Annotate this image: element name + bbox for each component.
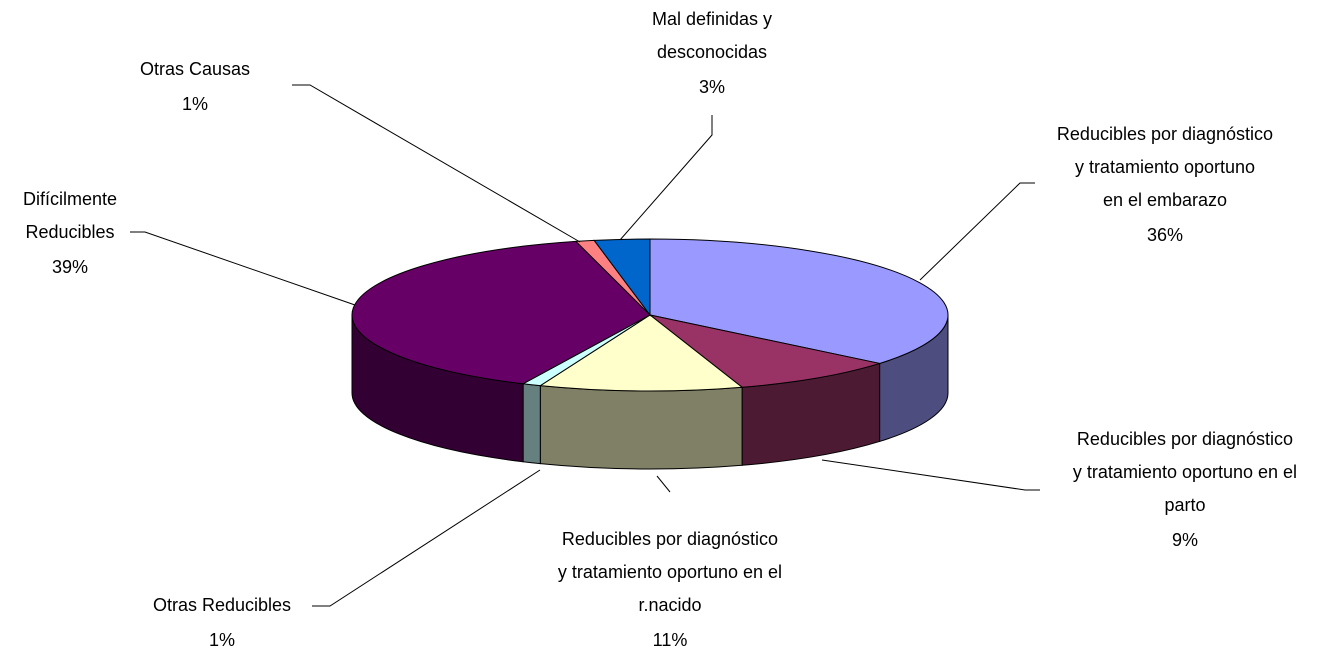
slice-label: y tratamiento oportuno en el (1073, 462, 1297, 482)
leader-line (312, 469, 541, 607)
slice (593, 238, 651, 317)
value-label: 39% (52, 257, 88, 277)
leader-line (919, 182, 1035, 281)
slice-label: Reducibles por diagnóstico (562, 529, 778, 549)
leader-line (656, 475, 671, 493)
slice-label: Reducibles por diagnóstico (1057, 124, 1273, 144)
slice-label: r.nacido (638, 595, 701, 615)
slice-label: y tratamiento oportuno en el (558, 562, 782, 582)
slice-label: desconocidas (657, 42, 767, 62)
leader-line (130, 231, 356, 306)
value-label: 3% (699, 77, 725, 97)
leader-line (292, 84, 581, 243)
slice-label: parto (1164, 495, 1205, 515)
slice (649, 238, 949, 364)
slice-label: y tratamiento oportuno (1075, 157, 1255, 177)
slice-side (522, 383, 541, 465)
leader-line (619, 115, 713, 241)
slice-label: Reducibles por diagnóstico (1077, 429, 1293, 449)
value-label: 1% (182, 94, 208, 114)
slice (649, 314, 882, 388)
slice-label: Otras Causas (140, 59, 250, 79)
value-label: 1% (209, 630, 235, 650)
value-label: 11% (653, 630, 688, 650)
slice-label: Reducibles (25, 222, 114, 242)
value-label: 9% (1172, 530, 1198, 550)
slice (351, 240, 651, 385)
slice-label: Otras Reducibles (153, 595, 291, 615)
slice-label: en el embarazo (1103, 190, 1227, 210)
slice (538, 314, 744, 392)
slice-label: Difícilmente (23, 189, 117, 209)
value-label: 36% (1147, 225, 1183, 245)
leader-line (821, 459, 1040, 491)
slice-label: Mal definidas y (652, 9, 772, 29)
slice-side (539, 385, 743, 470)
